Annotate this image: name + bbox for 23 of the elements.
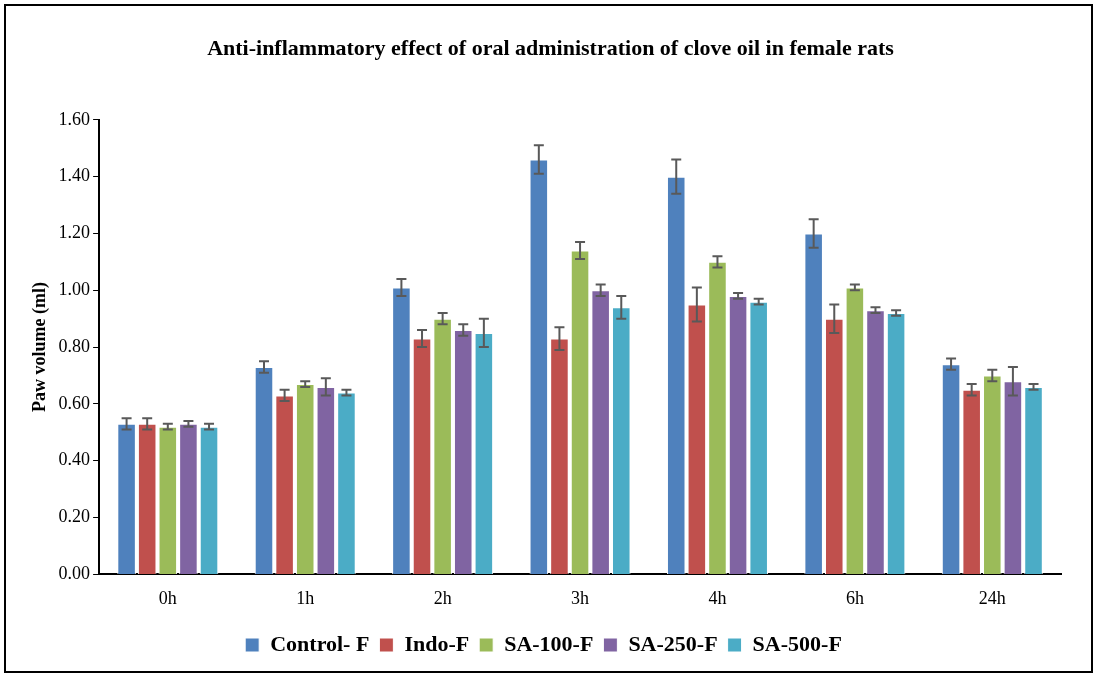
y-tick-label: 1.40	[58, 165, 91, 186]
x-tick-label: 6h	[845, 587, 864, 608]
x-tick-label: 1h	[296, 587, 315, 608]
x-tick-label: 24h	[978, 587, 1006, 608]
legend-label: SA-500-F	[752, 630, 842, 656]
x-tick-label: 0h	[158, 587, 177, 608]
y-tick-label: 0.40	[58, 449, 91, 470]
y-tick-label: 0.80	[58, 335, 91, 356]
x-tick-label: 4h	[708, 587, 727, 608]
x-tick-label: 2h	[433, 587, 452, 608]
y-tick-label: 0.00	[58, 563, 91, 584]
y-tick-label: 0.20	[58, 506, 91, 527]
y-tick-label: 0.60	[58, 392, 91, 413]
y-tick-label: 1.00	[58, 279, 91, 300]
y-axis-title: Paw volume (ml)	[29, 282, 51, 413]
chart-title: Anti-inflammatory effect of oral administration of clove oil in female rats	[206, 34, 895, 62]
y-tick-label: 1.60	[58, 108, 91, 129]
legend-label: SA-100-F	[504, 630, 594, 656]
legend-label: Control- F	[270, 630, 370, 656]
y-tick-label: 1.20	[58, 222, 91, 243]
legend-label: Indo-F	[404, 630, 470, 656]
x-tick-label: 3h	[571, 587, 590, 608]
legend-label: SA-250-F	[628, 630, 718, 656]
